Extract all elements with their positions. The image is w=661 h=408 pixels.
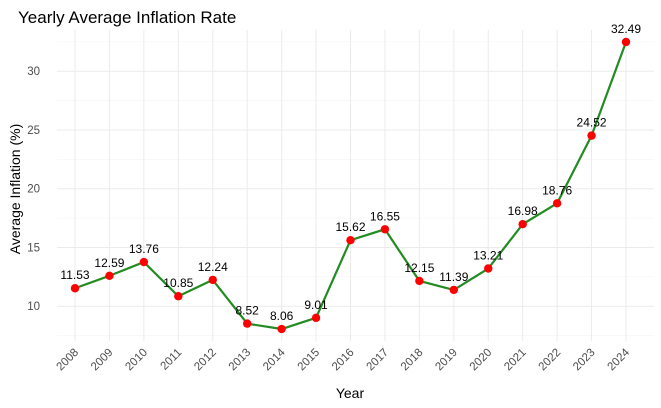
y-tick-label: 30 — [27, 66, 40, 78]
data-point — [552, 199, 562, 208]
data-label: 15.62 — [335, 220, 365, 234]
data-point — [415, 276, 424, 286]
data-label: 16.55 — [370, 209, 400, 223]
x-tick-label: 2018 — [399, 347, 426, 374]
x-tick-label: 2008 — [55, 347, 82, 374]
x-tick-label: 2016 — [330, 347, 357, 374]
y-axis-title: Average Inflation (%) — [7, 124, 23, 254]
x-tick-label: 2011 — [158, 347, 184, 373]
data-point — [277, 324, 286, 334]
data-point — [621, 37, 631, 47]
data-point — [449, 285, 459, 295]
y-tick-label: 10 — [27, 301, 40, 313]
data-point — [242, 319, 252, 328]
data-point — [518, 220, 527, 229]
data-label: 8.52 — [236, 304, 260, 318]
x-tick-label: 2024 — [606, 346, 633, 373]
data-point — [139, 257, 149, 267]
data-point — [484, 264, 493, 273]
data-point — [346, 235, 355, 245]
y-tick-label: 25 — [27, 125, 40, 137]
data-label: 12.59 — [94, 256, 124, 270]
data-point — [174, 292, 183, 301]
data-label: 24.52 — [577, 116, 607, 130]
x-tick-label: 2012 — [192, 347, 219, 374]
data-label: 8.06 — [270, 309, 294, 323]
data-label: 13.76 — [129, 242, 159, 256]
x-tick-label: 2021 — [502, 347, 529, 374]
x-tick-label: 2019 — [433, 347, 460, 374]
y-tick-label: 20 — [27, 184, 40, 196]
data-point — [70, 284, 80, 293]
data-point — [311, 313, 321, 323]
data-label: 13.21 — [473, 249, 503, 263]
x-tick-label: 2022 — [537, 347, 564, 374]
data-label: 18.76 — [542, 183, 572, 197]
data-point — [105, 271, 114, 280]
data-label: 12.15 — [404, 261, 434, 275]
data-label: 12.24 — [198, 260, 228, 274]
x-axis-title: Year — [336, 385, 365, 401]
chart-title: Yearly Average Inflation Rate — [18, 8, 236, 27]
y-tick-label: 15 — [27, 242, 40, 254]
x-tick-label: 2010 — [123, 347, 150, 374]
data-label: 11.53 — [60, 268, 89, 282]
data-label: 32.49 — [611, 22, 641, 36]
data-point — [380, 225, 390, 234]
x-axis-ticks: 2008 2009 2010 2011 2012 2013 2014 2015 2016 2017… — [55, 346, 633, 373]
x-tick-label: 2013 — [227, 347, 254, 374]
data-point — [208, 275, 217, 285]
x-tick-label: 2017 — [364, 347, 391, 374]
x-tick-label: 2023 — [571, 347, 598, 374]
x-tick-label: 2014 — [261, 346, 288, 373]
data-label: 11.39 — [439, 270, 468, 284]
data-points — [70, 37, 631, 334]
x-tick-label: 2015 — [296, 347, 323, 374]
data-label: 9.01 — [304, 298, 328, 312]
data-label: 16.98 — [508, 204, 538, 218]
x-tick-label: 2009 — [89, 347, 116, 374]
data-label: 10.85 — [163, 276, 193, 290]
data-labels: 11.53 12.59 13.76 10.85 12.24 8.52 8.06 9.01 15.… — [60, 22, 641, 323]
x-tick-label: 2020 — [468, 347, 495, 374]
data-point — [587, 131, 596, 140]
y-axis-ticks: 10 15 20 25 30 — [27, 66, 40, 313]
